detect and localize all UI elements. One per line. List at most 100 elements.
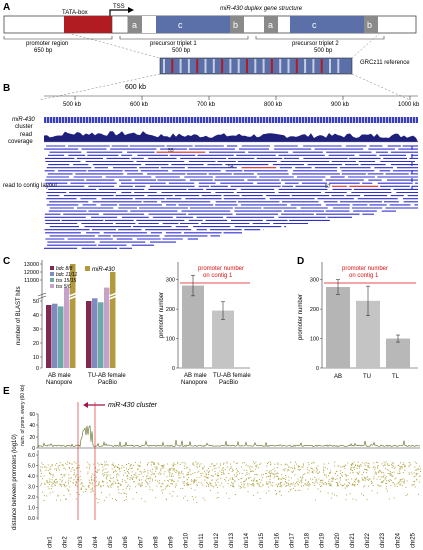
scatter-point [186, 484, 188, 486]
scatter-point [352, 470, 353, 471]
scatter-point [345, 475, 347, 477]
precursor-b1 [230, 16, 244, 33]
legend-swatch-tss56 [50, 284, 54, 288]
scatter-point [399, 484, 401, 486]
scatter-point [162, 465, 164, 467]
scatter-point [71, 463, 73, 465]
b-tick-label: 900 kb [331, 102, 350, 108]
scatter-point [285, 463, 287, 465]
scatter-point [290, 488, 292, 490]
scatter-point [104, 461, 106, 463]
scatter-point [111, 483, 113, 485]
scatter-point [373, 462, 375, 464]
scatter-point [368, 466, 370, 468]
scatter-point [376, 478, 378, 480]
scatter-point [140, 498, 142, 500]
scatter-point [69, 486, 71, 488]
scatter-point [321, 482, 323, 484]
triplet2-label: precursor triplet 2 [292, 41, 339, 47]
scatter-point [73, 461, 75, 463]
scatter-point [169, 475, 171, 477]
scatter-point [75, 482, 77, 484]
scatter-point [231, 481, 233, 483]
cluster-label: miR-430 cluster [108, 402, 158, 409]
cluster-stripe [268, 117, 269, 123]
scatter-point [315, 481, 317, 483]
scatter-point [333, 494, 335, 496]
scatter-point [302, 463, 304, 465]
ytick-label: 100 [310, 337, 319, 343]
scatter-point [81, 482, 83, 484]
scatter-point [210, 482, 211, 484]
scatter-point [257, 474, 259, 476]
chromosome-label: chr23 [380, 532, 386, 548]
scatter-point [144, 500, 146, 502]
scatter-point [151, 471, 153, 473]
panel-e-letter: E [3, 386, 10, 397]
ytick-label: 0 [316, 366, 319, 372]
scatter-point [277, 485, 279, 487]
duplex-title: miR-430 duplex gene structure [220, 6, 303, 12]
scatter-point [51, 481, 53, 483]
scatter-point [232, 477, 234, 479]
scatter-point [90, 488, 92, 490]
scatter-point [230, 485, 232, 487]
tss-label: TSS [113, 4, 125, 10]
c2-title2: on contig 1 [203, 273, 233, 279]
scatter-point [183, 483, 185, 485]
scatter-point [329, 483, 331, 485]
scatter-point [173, 475, 175, 477]
scatter-point [183, 481, 185, 483]
scatter-point [104, 463, 106, 465]
c-group2a: TU-AB female [88, 373, 126, 379]
e-bottom-ytick-label: 3.0 [28, 485, 35, 491]
tata-label: TATA-box [62, 10, 88, 16]
scatter-point [392, 482, 394, 484]
scatter-point [284, 464, 286, 466]
scatter-point [223, 473, 225, 475]
cluster-stripe [214, 117, 215, 123]
scatter-point [42, 478, 43, 480]
scatter-point [277, 467, 279, 469]
scatter-point [149, 486, 151, 488]
scatter-point [239, 487, 241, 489]
scatter-point [380, 485, 382, 487]
scatter-point [192, 463, 194, 465]
scatter-point [75, 481, 77, 483]
scatter-point [414, 475, 416, 477]
scatter-point [290, 467, 292, 468]
scatter-point [339, 472, 341, 474]
scatter-point [382, 476, 384, 478]
scatter-point [49, 473, 50, 475]
scatter-point [418, 468, 420, 470]
scatter-point [266, 483, 268, 485]
scatter-point [270, 470, 272, 472]
scatter-point [175, 483, 177, 485]
scatter-point [258, 485, 260, 487]
scatter-point [213, 468, 215, 470]
scatter-point [202, 472, 204, 474]
scatter-point [286, 464, 288, 466]
scatter-point [361, 493, 363, 495]
scatter-point [285, 481, 286, 482]
scatter-point [190, 487, 192, 489]
scatter-point [122, 481, 124, 483]
scatter-point [138, 465, 140, 467]
cluster-stripe [196, 117, 197, 123]
scatter-point [142, 476, 144, 478]
scatter-point [295, 483, 297, 484]
scatter-point [238, 485, 240, 487]
scatter-point [314, 499, 316, 501]
panel-a-letter: A [3, 2, 10, 13]
scatter-point [294, 468, 296, 470]
scatter-point [309, 483, 311, 485]
scatter-point [240, 481, 242, 483]
scatter-point [117, 482, 119, 484]
scatter-point [404, 469, 406, 471]
scatter-point [285, 479, 287, 480]
scatter-point [56, 482, 58, 483]
scatter-point [270, 484, 272, 486]
scatter-point [419, 468, 421, 470]
reference-stripe [262, 59, 265, 73]
